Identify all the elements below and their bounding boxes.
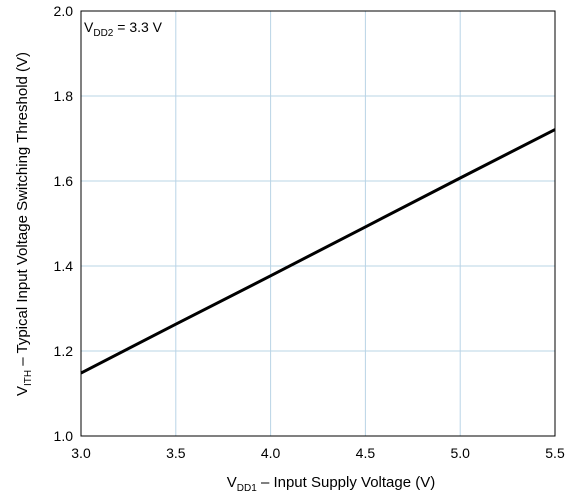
y-axis-label-sub: ITH <box>23 370 34 386</box>
y-tick-label: 2.0 <box>54 3 74 19</box>
x-tick-label: 4.5 <box>356 445 376 461</box>
x-tick-label: 5.0 <box>450 445 470 461</box>
x-tick-label: 4.0 <box>261 445 281 461</box>
y-axis-label-main: V <box>14 386 31 396</box>
y-tick-label: 1.6 <box>54 173 74 189</box>
x-tick-labels: 3.0 3.5 4.0 4.5 5.0 5.5 <box>71 445 565 461</box>
y-axis-label-rest: – Typical Input Voltage Switching Thresh… <box>14 52 31 370</box>
x-axis-label: VDD1 – Input Supply Voltage (V) <box>227 474 435 494</box>
annotation-vdd2: VDD2 = 3.3 V <box>84 19 163 39</box>
y-tick-label: 1.8 <box>54 88 74 104</box>
annotation-sub: DD2 <box>93 28 113 39</box>
annotation-rest: = 3.3 V <box>113 19 162 35</box>
grid <box>81 11 555 436</box>
plot-frame <box>80 10 556 437</box>
y-tick-label: 1.2 <box>54 343 74 359</box>
x-tick-label: 5.5 <box>545 445 565 461</box>
series-line <box>80 128 556 375</box>
y-tick-label: 1.4 <box>54 258 74 274</box>
x-axis-label-sub: DD1 <box>237 483 257 494</box>
series-layer <box>80 128 556 375</box>
x-axis-label-main: V <box>227 474 237 491</box>
x-tick-label: 3.5 <box>166 445 186 461</box>
y-tick-label: 1.0 <box>54 428 74 444</box>
y-tick-labels: 1.0 1.2 1.4 1.6 1.8 2.0 <box>54 3 74 444</box>
annotation-main: V <box>84 19 94 35</box>
x-axis-label-rest: – Input Supply Voltage (V) <box>257 474 435 491</box>
y-axis-label: VITH – Typical Input Voltage Switching T… <box>14 52 34 396</box>
x-tick-label: 3.0 <box>71 445 91 461</box>
